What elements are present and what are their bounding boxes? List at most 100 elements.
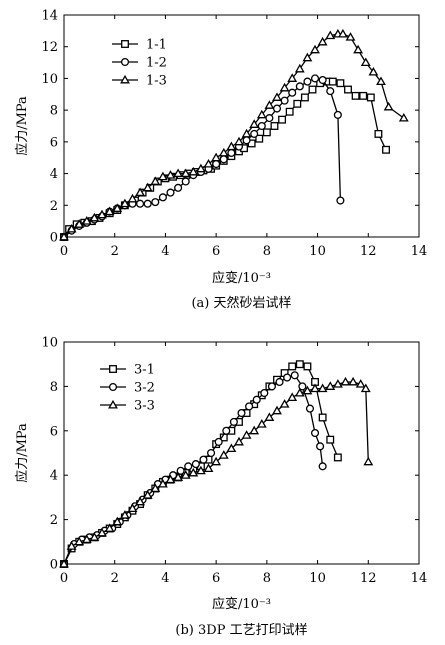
- panel-a-legend-label-1-3: 1-3: [146, 74, 167, 89]
- panel-b-data-point-3-3: [97, 527, 107, 537]
- panel-a-data-point-1-2: [158, 193, 167, 202]
- panel-b-data-point-3-3: [203, 463, 214, 473]
- panel-a-data-point-1-3: [211, 152, 222, 162]
- panel-a-data-point-1-1: [366, 93, 375, 102]
- panel-a-data-point-1-1: [255, 134, 264, 143]
- panel-a-x-tick-label: 8: [263, 244, 271, 259]
- panel-b-data-point-3-3: [317, 383, 328, 393]
- panel-a-y-tick-label: 14: [41, 9, 58, 24]
- panel-a-data-point-1-2: [136, 199, 145, 208]
- panel-b-data-point-3-2: [245, 402, 254, 411]
- panel-b-data-point-3-3: [218, 450, 229, 459]
- panel-a-data-point-1-3: [294, 63, 305, 73]
- panel-a-data-point-1-1: [262, 128, 271, 137]
- panel-a-data-point-1-2: [333, 110, 342, 119]
- panel-a-data-point-1-3: [256, 109, 267, 119]
- panel-b-data-point-3-3: [180, 470, 191, 479]
- panel-b-data-point-3-2: [318, 462, 327, 471]
- panel-a-data-point-1-2: [326, 87, 335, 96]
- panel-b-data-point-3-1: [333, 453, 342, 462]
- panel-b-x-tick-label: 10: [309, 571, 326, 586]
- panel-a-data-point-1-3: [74, 219, 85, 228]
- panel-b-data-point-3-3: [165, 474, 176, 484]
- panel-a-data-point-1-3: [112, 203, 123, 212]
- panel-a-y-axis-label: 应力/MPa: [14, 96, 30, 156]
- panel-a-data-point-1-3: [353, 44, 364, 54]
- panel-a-data-point-1-1: [328, 77, 337, 86]
- panel-b-data-point-3-3: [188, 467, 199, 477]
- panel-a-data-point-1-2: [212, 160, 221, 169]
- panel-b-data-point-3-3: [157, 478, 168, 488]
- panel-b-data-point-3-3: [272, 405, 282, 415]
- panel-a-data-point-1-3: [203, 158, 214, 168]
- panel-a-x-tick-label: 0: [60, 244, 68, 259]
- panel-a-data-point-1-2: [151, 198, 160, 207]
- panel-b-legend-label-3-3: 3-3: [134, 399, 155, 414]
- panel-b-data-point-3-2: [310, 428, 320, 438]
- panel-b-x-tick-label: 4: [161, 571, 169, 586]
- panel-a-y-tick-label: 6: [50, 135, 58, 150]
- panel-b-data-point-3-3: [66, 541, 77, 550]
- panel-b-data-point-3-3: [74, 536, 85, 546]
- panel-a-data-point-1-3: [317, 36, 328, 46]
- panel-a-x-tick-label: 6: [212, 244, 220, 259]
- panel-b-x-tick-label: 0: [60, 571, 68, 586]
- panel-a-data-point-1-2: [174, 183, 183, 192]
- panel-b-data-point-3-2: [298, 382, 307, 391]
- panel-b-data-point-3-3: [127, 503, 138, 513]
- panel-a-y-tick-label: 4: [50, 167, 58, 182]
- panel-b-series-line-3-3: [63, 381, 369, 565]
- panel-b-plot-frame: [63, 341, 420, 565]
- panel-b-legend-marker-3-3: [108, 399, 118, 409]
- panel-a-data-point-1-2: [310, 74, 320, 83]
- panel-a-y-tick-label: 10: [41, 72, 58, 87]
- panel-a-caption: (a) 天然砂岩试样: [191, 295, 291, 311]
- panel-a-data-point-1-2: [143, 199, 152, 208]
- panel-b-data-point-3-3: [325, 381, 336, 390]
- panel-a-data-point-1-3: [337, 28, 348, 38]
- panel-b-data-point-3-3: [150, 483, 161, 493]
- panel-b-x-tick-label: 14: [411, 571, 428, 586]
- panel-a-data-point-1-2: [318, 75, 327, 85]
- panel-a-data-point-1-3: [218, 147, 229, 157]
- panel-b-y-tick-label: 0: [50, 558, 58, 573]
- panel-a-data-point-1-2: [242, 136, 251, 145]
- panel-b-data-point-3-2: [229, 417, 238, 426]
- panel-a-data-point-1-3: [142, 182, 153, 192]
- panel-a-data-point-1-2: [303, 77, 312, 86]
- panel-a-data-point-1-3: [135, 187, 146, 197]
- panel-b-x-tick-label: 2: [111, 571, 119, 586]
- panel-b-data-point-3-1: [318, 413, 327, 422]
- panel-a-data-point-1-3: [104, 206, 115, 216]
- panel-a-data-point-1-2: [336, 196, 345, 205]
- panel-a-y-tick-label: 12: [41, 40, 58, 55]
- panel-b-data-point-3-2: [260, 389, 269, 398]
- panel-a-x-tick-label: 2: [111, 244, 119, 259]
- panel-a-plot-frame: [63, 14, 420, 238]
- panel-b-series-3-3: [59, 376, 374, 568]
- panel-b-data-point-3-3: [173, 472, 184, 481]
- panel-a-data-point-1-3: [368, 66, 379, 76]
- panel-a-data-point-1-1: [293, 99, 302, 108]
- panel-b-data-point-3-3: [226, 443, 237, 453]
- panel-a-x-tick-label: 14: [411, 244, 428, 259]
- panel-b-data-point-3-3: [142, 490, 153, 499]
- panel-a-x-tick-label: 10: [309, 244, 326, 259]
- panel-b-data-point-3-2: [305, 404, 315, 413]
- panel-b-data-point-3-3: [310, 383, 320, 393]
- panel-b-data-point-3-3: [348, 376, 359, 386]
- panel-b-data-point-3-3: [249, 425, 260, 435]
- panel-a-data-point-1-3: [234, 136, 244, 146]
- panel-a-y-tick-label: 0: [50, 231, 58, 246]
- panel-a-data-point-1-2: [280, 96, 289, 105]
- panel-b-y-tick-label: 4: [50, 469, 58, 484]
- panel-a-data-point-1-2: [250, 129, 259, 138]
- panel-a-data-point-1-2: [166, 188, 175, 197]
- panel-b-legend-label-3-2: 3-2: [134, 381, 155, 396]
- panel-a-data-point-1-3: [66, 223, 77, 233]
- panel-a-data-point-1-3: [398, 112, 409, 122]
- panel-b-data-point-3-3: [355, 379, 366, 388]
- panel-b-data-point-3-3: [119, 510, 130, 519]
- panel-b-data-point-3-2: [275, 377, 284, 387]
- panel-b-data-point-3-1: [303, 362, 312, 371]
